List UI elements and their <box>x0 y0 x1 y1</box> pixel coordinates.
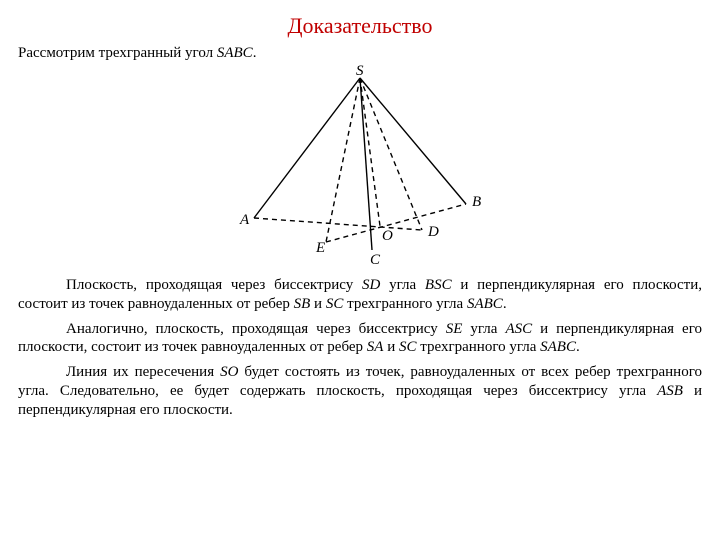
p2-i2: ASC <box>505 321 532 337</box>
p1-t2: угла <box>380 277 425 293</box>
svg-text:S: S <box>356 64 364 79</box>
p2-t1: Аналогично, плоскость, проходящая через … <box>66 321 446 337</box>
p1-i3: SB <box>294 296 311 312</box>
p2-t5: трехгранного угла <box>417 339 541 355</box>
p2-i3: SA <box>367 339 384 355</box>
svg-text:E: E <box>315 240 325 256</box>
svg-text:O: O <box>382 228 393 244</box>
intro-prefix: Рассмотрим трехгранный угол <box>18 45 217 61</box>
p1-t1: Плоскость, проходящая через биссектрису <box>66 277 362 293</box>
p3-i1: SO <box>220 364 238 380</box>
paragraph-3: Линия их пересечения SO будет состоять и… <box>18 363 702 419</box>
p2-t6: . <box>576 339 580 355</box>
p2-i4: SC <box>399 339 417 355</box>
intro-suffix: . <box>253 45 257 61</box>
p1-i5: SABC <box>467 296 503 312</box>
p1-t5: трехгранного угла <box>343 296 467 312</box>
p3-t1: Линия их пересечения <box>66 364 220 380</box>
svg-text:A: A <box>239 212 250 228</box>
p2-i5: SABC <box>540 339 576 355</box>
p1-i2: BSC <box>425 277 452 293</box>
p2-t4: и <box>383 339 399 355</box>
p1-t4: и <box>310 296 326 312</box>
intro-term: SABC <box>217 45 253 61</box>
svg-text:C: C <box>370 252 381 264</box>
page-title: Доказательство <box>18 12 702 40</box>
diagram-container: S A B C D E O <box>18 64 702 270</box>
p1-t6: . <box>503 296 507 312</box>
svg-text:B: B <box>472 194 481 210</box>
p1-i1: SD <box>362 277 380 293</box>
intro-line: Рассмотрим трехгранный угол SABC. <box>18 44 702 63</box>
p2-i1: SE <box>446 321 463 337</box>
trihedral-angle-diagram: S A B C D E O <box>210 64 510 264</box>
svg-text:D: D <box>427 224 439 240</box>
paragraph-2: Аналогично, плоскость, проходящая через … <box>18 320 702 358</box>
paragraph-1: Плоскость, проходящая через биссектрису … <box>18 276 702 314</box>
p2-t2: угла <box>462 321 505 337</box>
p1-i4: SC <box>326 296 344 312</box>
p3-i2: ASB <box>657 383 683 399</box>
